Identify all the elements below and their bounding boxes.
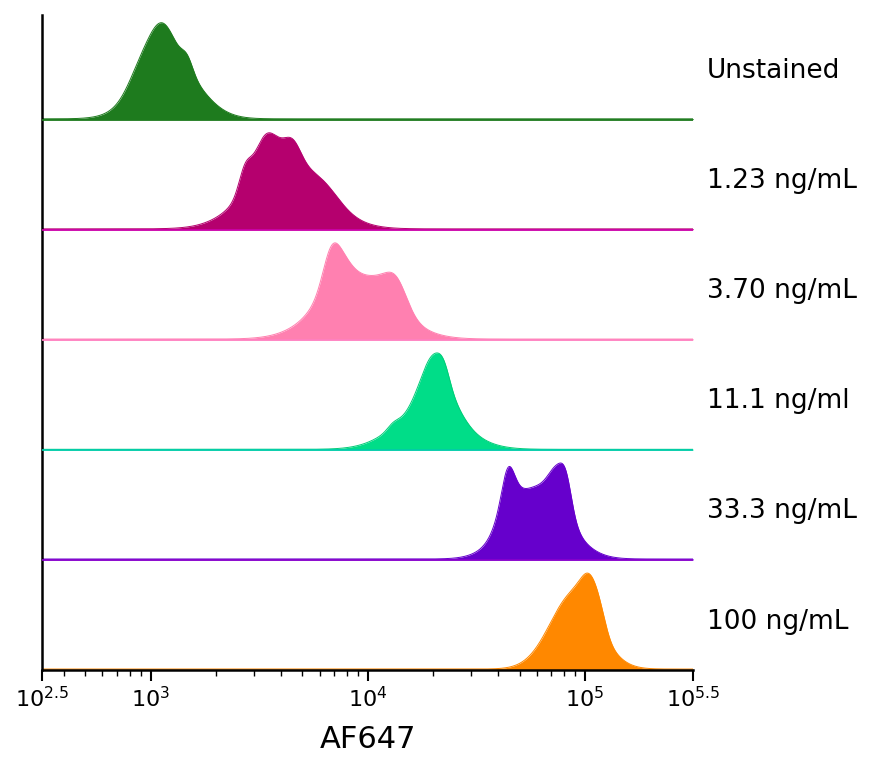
Text: 100 ng/mL: 100 ng/mL: [706, 608, 848, 634]
Text: 1.23 ng/mL: 1.23 ng/mL: [706, 168, 856, 195]
Text: Unstained: Unstained: [706, 58, 840, 84]
Text: 3.70 ng/mL: 3.70 ng/mL: [706, 278, 856, 305]
X-axis label: AF647: AF647: [319, 725, 416, 754]
Text: 11.1 ng/ml: 11.1 ng/ml: [706, 388, 849, 414]
Text: 33.3 ng/mL: 33.3 ng/mL: [706, 498, 856, 524]
